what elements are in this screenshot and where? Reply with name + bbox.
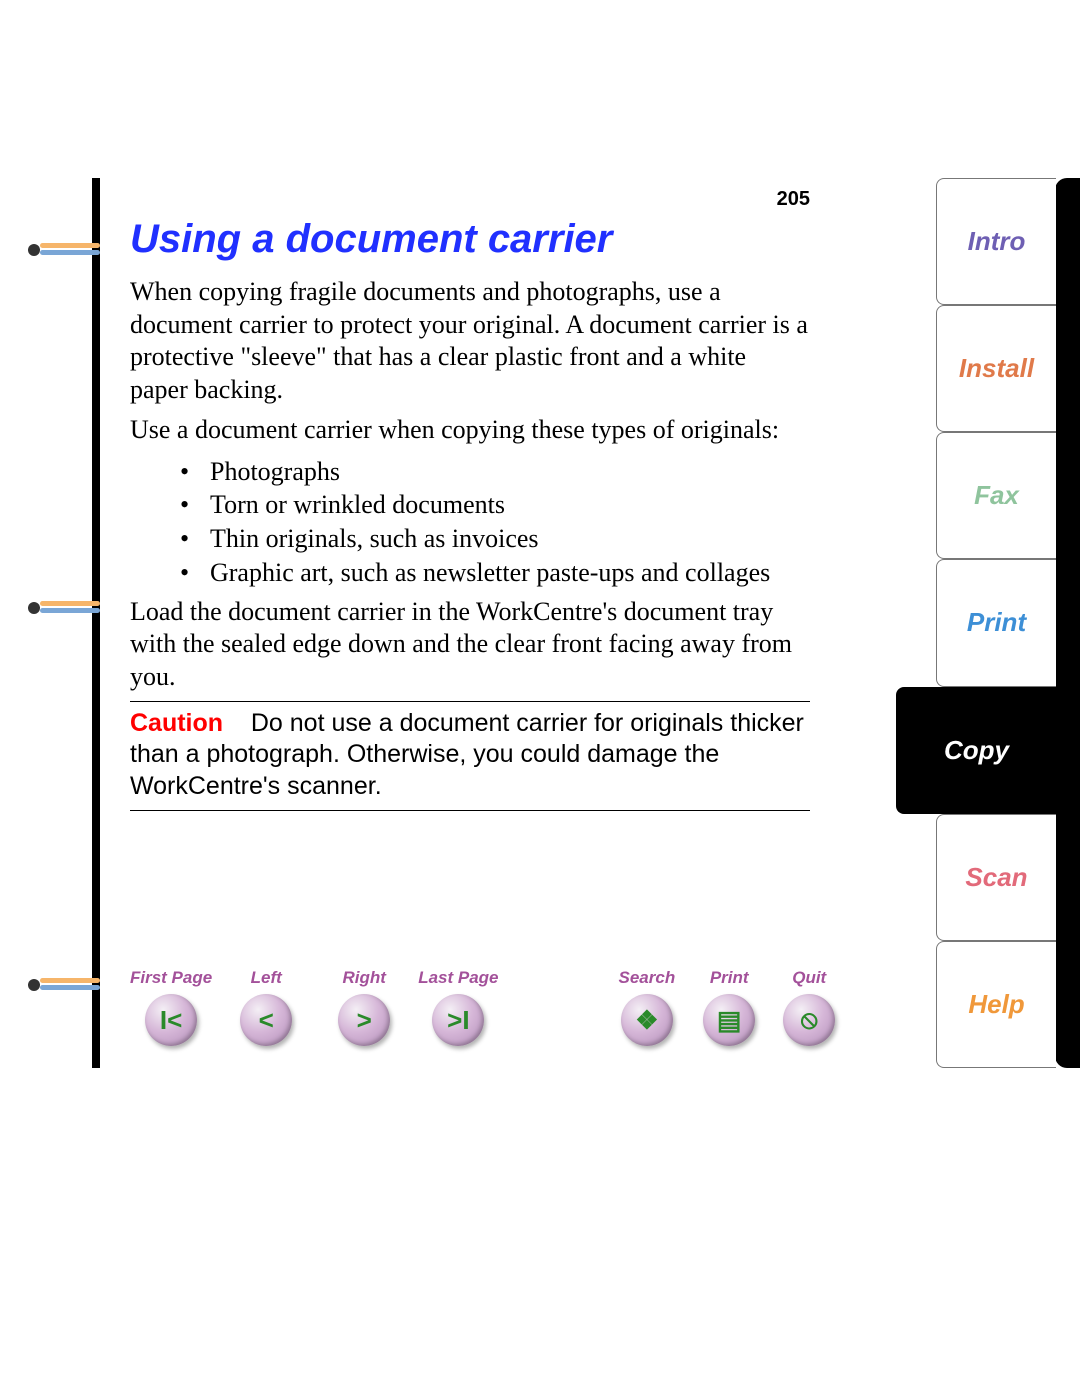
nav-quit-label: Quit bbox=[792, 968, 826, 988]
paragraph-3: Load the document carrier in the WorkCen… bbox=[130, 596, 810, 694]
bullet-2: Torn or wrinkled documents bbox=[130, 488, 810, 522]
binder-ring-mid bbox=[40, 601, 100, 615]
right-icon: > bbox=[338, 994, 390, 1046]
caution-block: Caution Do not use a document carrier fo… bbox=[130, 708, 810, 802]
first-page-icon: I< bbox=[145, 994, 197, 1046]
nav-first-page-label: First Page bbox=[130, 968, 212, 988]
nav-print-label: Print bbox=[710, 968, 749, 988]
nav-search-label: Search bbox=[619, 968, 676, 988]
tab-intro[interactable]: Intro bbox=[936, 178, 1056, 305]
tab-print[interactable]: Print bbox=[936, 559, 1056, 686]
nav-left-label: Left bbox=[251, 968, 282, 988]
binder-spine bbox=[92, 178, 100, 1068]
paragraph-2: Use a document carrier when copying thes… bbox=[130, 414, 810, 447]
nav-print[interactable]: Print ▤ bbox=[703, 968, 755, 1046]
bullet-3: Thin originals, such as invoices bbox=[130, 522, 810, 556]
tab-scan[interactable]: Scan bbox=[936, 814, 1056, 941]
quit-icon: ⦸ bbox=[783, 994, 835, 1046]
nav-quit[interactable]: Quit ⦸ bbox=[783, 968, 835, 1046]
nav-right-label: Right bbox=[342, 968, 385, 988]
nav-last-page[interactable]: Last Page >I bbox=[418, 968, 498, 1046]
binder-ring-top bbox=[40, 243, 100, 257]
divider-top bbox=[130, 701, 810, 702]
caution-label: Caution bbox=[130, 709, 223, 737]
binder-right-edge bbox=[1055, 178, 1080, 1068]
nav-last-page-label: Last Page bbox=[418, 968, 498, 988]
binder-ring-bottom bbox=[40, 978, 100, 992]
tab-help[interactable]: Help bbox=[936, 941, 1056, 1068]
nav-right[interactable]: Right > bbox=[338, 968, 390, 1046]
nav-search[interactable]: Search ❖ bbox=[619, 968, 676, 1046]
paragraph-1: When copying fragile documents and photo… bbox=[130, 276, 810, 406]
bullet-1: Photographs bbox=[130, 455, 810, 489]
page-title: Using a document carrier bbox=[130, 217, 810, 262]
bullet-4: Graphic art, such as newsletter paste-up… bbox=[130, 556, 810, 590]
divider-bottom bbox=[130, 810, 810, 811]
last-page-icon: >I bbox=[432, 994, 484, 1046]
page-number: 205 bbox=[130, 188, 810, 211]
nav-first-page[interactable]: First Page I< bbox=[130, 968, 212, 1046]
search-icon: ❖ bbox=[621, 994, 673, 1046]
left-icon: < bbox=[240, 994, 292, 1046]
tab-copy[interactable]: Copy bbox=[896, 687, 1056, 814]
tab-install[interactable]: Install bbox=[936, 305, 1056, 432]
print-icon: ▤ bbox=[703, 994, 755, 1046]
tab-fax[interactable]: Fax bbox=[936, 432, 1056, 559]
nav-left[interactable]: Left < bbox=[240, 968, 292, 1046]
